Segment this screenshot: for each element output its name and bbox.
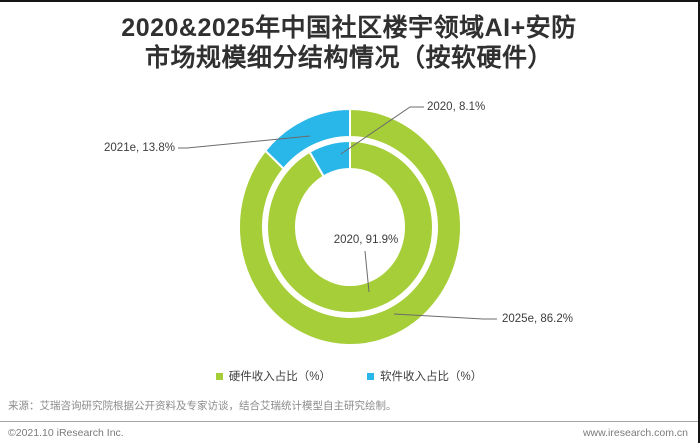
donut-segment-2020-hardware [266, 140, 434, 314]
legend-swatch-hardware [215, 372, 223, 380]
chart-title-line2: 市场规模细分结构情况（按软硬件） [144, 44, 553, 72]
label-leader-line [178, 135, 311, 149]
chart-title: 2020&2025年中国社区楼宇领域AI+安防 市场规模细分结构情况（按软硬件） [0, 13, 698, 73]
donut-segment-2020-software [308, 140, 351, 178]
label-leader-line [393, 313, 497, 320]
slice-label: 2025e, 86.2% [502, 313, 573, 325]
legend-swatch-software [367, 372, 374, 380]
legend-item-hardware: 硬件收入占比（%） [215, 368, 331, 384]
legend-label-software: 软件收入占比（%） [380, 371, 483, 383]
footer-website: www.iresearch.com.cn [582, 427, 688, 439]
slice-label: 2021e, 13.8% [104, 142, 175, 154]
label-leader-line [340, 106, 424, 155]
legend-item-software: 软件收入占比（%） [367, 368, 482, 384]
source-note: 来源：艾瑞咨询研究院根据公开资料及专家访谈，结合艾瑞统计模型自主研究绘制。 [8, 400, 397, 412]
chart-title-line1: 2020&2025年中国社区楼宇领域AI+安防 [121, 14, 577, 42]
label-leader-line [364, 250, 370, 293]
legend-label-hardware: 硬件收入占比（%） [228, 371, 331, 383]
donut-segment-2025e-software [264, 108, 351, 170]
footer-copyright: ©2021.10 iResearch Inc. [8, 427, 124, 439]
slice-label: 2020, 91.9% [334, 234, 399, 246]
footer: ©2021.10 iResearch Inc. www.iresearch.co… [0, 427, 698, 439]
donut-segment-2025e-hardware [238, 108, 462, 346]
slice-label: 2020, 8.1% [427, 101, 485, 113]
legend: 硬件收入占比（%） 软件收入占比（%） [0, 368, 698, 384]
footer-divider [0, 421, 698, 422]
